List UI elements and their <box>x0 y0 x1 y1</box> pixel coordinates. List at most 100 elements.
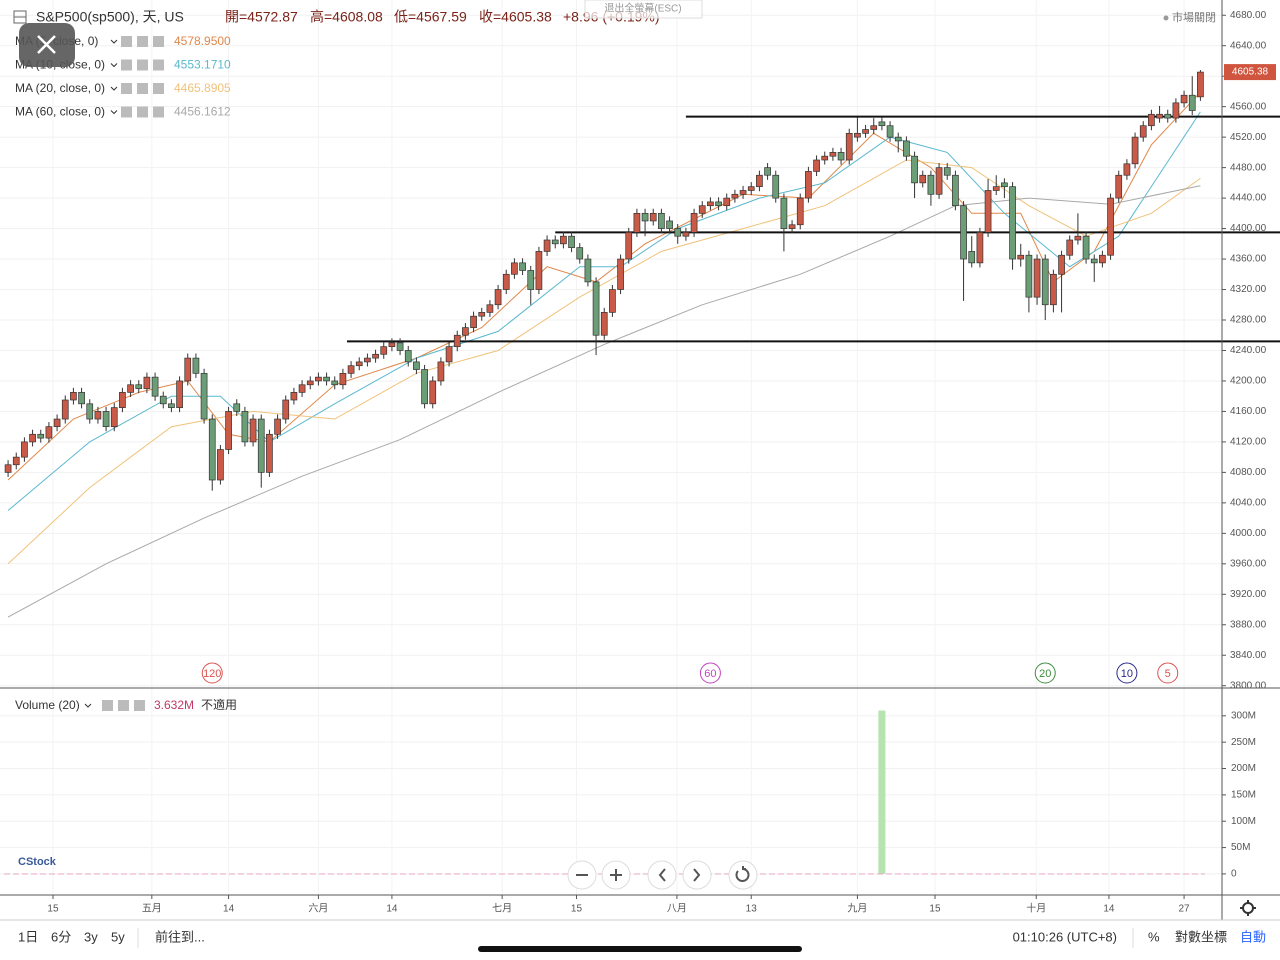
legend-icon[interactable] <box>137 36 148 47</box>
y-tick-label: 3960.00 <box>1230 558 1267 569</box>
y-tick-label: 4640.00 <box>1230 40 1267 51</box>
exit-fullscreen[interactable] <box>584 0 703 19</box>
x-tick-label: 15 <box>571 904 583 915</box>
candle-body <box>372 353 379 359</box>
candle <box>1041 254 1049 320</box>
y-tick-label: 3920.00 <box>1230 589 1267 600</box>
legend-name: MA (60, close, 0) <box>15 105 105 119</box>
icon[interactable] <box>118 700 129 711</box>
range-button[interactable]: 5y <box>111 929 125 944</box>
log-toggle[interactable]: 對數坐標 <box>1175 929 1227 944</box>
candle <box>331 376 339 390</box>
legend-icon[interactable] <box>121 36 132 47</box>
candle <box>339 368 347 390</box>
candle-body <box>796 197 804 226</box>
candle-body <box>821 155 829 161</box>
candle-body <box>870 125 878 130</box>
dropdown-caret[interactable] <box>110 63 118 68</box>
candle-body <box>184 357 192 382</box>
legend-icon[interactable] <box>121 106 132 118</box>
close-value: 收=4605.38 <box>479 9 552 25</box>
candle <box>1066 235 1074 260</box>
volume-tick-label: 300M <box>1231 710 1256 721</box>
candle <box>453 330 461 352</box>
candle-body <box>70 392 77 401</box>
legend-icon[interactable] <box>137 83 148 94</box>
scroll-right[interactable] <box>682 860 712 890</box>
candle <box>633 208 641 237</box>
candle-body <box>886 125 894 138</box>
candle <box>551 235 559 249</box>
candle-body <box>568 235 575 248</box>
legend-icon[interactable] <box>121 83 132 94</box>
candle <box>617 254 624 295</box>
candle <box>380 342 388 359</box>
candle <box>674 224 682 244</box>
x-tick-label: 八月 <box>667 903 687 915</box>
icon[interactable] <box>102 700 113 711</box>
exit-fullscreen-label[interactable]: 退出全螢幕(ESC) <box>604 2 681 15</box>
legend-value: 4553.1710 <box>174 58 231 72</box>
reset[interactable] <box>728 860 758 890</box>
legend-icon[interactable] <box>153 59 164 71</box>
y-tick-label: 4040.00 <box>1230 497 1267 508</box>
close-button[interactable] <box>19 23 75 67</box>
home-indicator <box>478 946 802 952</box>
candle-body <box>1164 113 1172 119</box>
candle-body <box>739 190 747 195</box>
goto-button[interactable]: 前往到... <box>155 929 205 944</box>
candle-body <box>747 186 755 191</box>
percent-toggle[interactable]: % <box>1148 929 1160 944</box>
candle <box>470 311 477 333</box>
candle <box>584 254 592 287</box>
candle <box>159 391 167 409</box>
legend-icon[interactable] <box>153 36 164 47</box>
close-icon[interactable] <box>37 35 56 54</box>
range-button[interactable]: 6分 <box>51 929 71 944</box>
candle-body <box>502 273 510 290</box>
candle-body <box>698 205 706 214</box>
zoom-controls[interactable] <box>567 860 758 890</box>
candle <box>127 380 134 397</box>
legend-icon[interactable] <box>121 59 132 71</box>
candle-body <box>511 262 518 275</box>
candle-body <box>53 418 61 428</box>
legend-icon[interactable] <box>137 59 148 71</box>
dropdown-caret[interactable] <box>110 39 118 44</box>
legend-icon[interactable] <box>153 83 164 94</box>
candle <box>935 163 943 199</box>
candle-body <box>266 433 273 473</box>
candle <box>176 376 183 413</box>
candle <box>135 380 143 394</box>
candle <box>61 395 69 424</box>
candle <box>241 406 249 447</box>
candle-body <box>380 346 388 355</box>
candle-body <box>404 350 412 363</box>
watermark: CStock <box>18 856 57 868</box>
candle <box>143 372 151 394</box>
candle-body <box>78 392 85 405</box>
candle-body <box>837 152 845 161</box>
volume-icons[interactable] <box>102 700 145 711</box>
range-button[interactable]: 3y <box>84 929 98 944</box>
range-button[interactable]: 1日 <box>18 929 38 944</box>
candle <box>845 128 853 165</box>
candle-body <box>4 464 12 473</box>
auto-toggle[interactable]: 自動 <box>1240 929 1266 944</box>
candle-body <box>86 403 94 420</box>
icon[interactable] <box>134 700 145 711</box>
dropdown-caret[interactable] <box>84 703 92 708</box>
scroll-left[interactable] <box>647 860 677 890</box>
candle-body <box>707 201 714 207</box>
dropdown-caret[interactable] <box>110 86 118 91</box>
symbol-title[interactable]: S&P500(sp500), 天, US <box>36 9 184 25</box>
legend-icon[interactable] <box>153 106 164 118</box>
candle <box>282 395 290 424</box>
period-marker <box>1116 662 1138 684</box>
legend-icon[interactable] <box>137 106 148 118</box>
volume-tick-label: 50M <box>1231 842 1250 853</box>
candle-body <box>29 433 36 443</box>
dropdown-caret[interactable] <box>110 110 118 115</box>
candle-body <box>486 304 494 313</box>
candle-body <box>143 376 151 389</box>
